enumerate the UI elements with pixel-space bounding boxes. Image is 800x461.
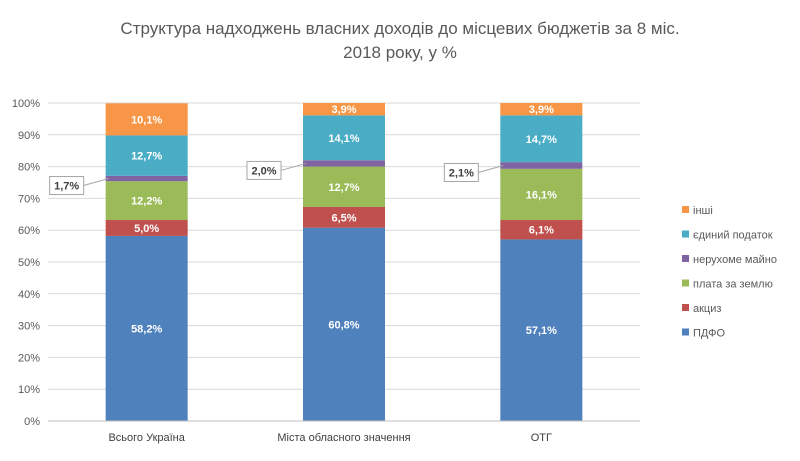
y-tick-label: 100% bbox=[12, 98, 40, 110]
legend-label: інші bbox=[693, 205, 713, 217]
bar-segment bbox=[105, 135, 188, 176]
bar-segment bbox=[500, 239, 583, 421]
data-label: 60,8% bbox=[328, 319, 359, 331]
bar-segment bbox=[105, 220, 188, 236]
bar-segment bbox=[500, 103, 583, 116]
x-category-label: Міста обласного значення bbox=[277, 432, 410, 444]
y-tick-label: 20% bbox=[18, 352, 40, 364]
bar-segment bbox=[105, 181, 188, 221]
legend-label: ПДФО bbox=[693, 328, 725, 340]
legend-swatch bbox=[682, 304, 689, 311]
data-label: 58,2% bbox=[131, 323, 162, 335]
data-label: 12,7% bbox=[131, 151, 162, 163]
bar-segment bbox=[105, 235, 188, 421]
y-tick-label: 80% bbox=[18, 162, 40, 174]
x-category-label: Всього Україна bbox=[108, 432, 185, 444]
data-label: 12,7% bbox=[328, 182, 359, 194]
data-label: 3,9% bbox=[529, 104, 554, 116]
legend-swatch bbox=[682, 279, 689, 287]
callout-box bbox=[443, 162, 479, 182]
bar-segment bbox=[500, 162, 583, 169]
data-label: 6,1% bbox=[529, 225, 554, 237]
data-labels: 58,2% 5,0% 12,2% 1,7% 12,7% 10,1% 60,8% 6,5% 12,… bbox=[49, 104, 557, 337]
data-label: 14,1% bbox=[328, 133, 359, 145]
callout-leader-line bbox=[83, 178, 109, 187]
y-tick-label: 70% bbox=[18, 193, 40, 205]
bar-segment bbox=[303, 103, 385, 116]
callout-box bbox=[49, 176, 85, 196]
legend-swatch bbox=[682, 230, 689, 238]
bar-segment bbox=[500, 220, 583, 240]
data-label: 2,0% bbox=[251, 165, 276, 177]
callout-box bbox=[246, 160, 282, 180]
data-label: 3,9% bbox=[331, 104, 356, 116]
bar-segment bbox=[303, 160, 385, 167]
legend-swatch bbox=[682, 206, 689, 213]
bar-segment bbox=[500, 168, 583, 221]
bar-segment bbox=[105, 175, 188, 182]
y-tick-label: 0% bbox=[24, 416, 40, 428]
bar-segment bbox=[303, 115, 385, 161]
bar-segment bbox=[105, 103, 188, 136]
legend: інші єдиний податок нерухоме майно плата за… bbox=[682, 205, 777, 340]
x-category-label: ОТГ bbox=[531, 432, 552, 444]
legend-swatch bbox=[682, 255, 689, 262]
chart-title-line1: Структура надходжень власних доходів до … bbox=[120, 19, 679, 38]
bar-segment bbox=[303, 206, 385, 228]
y-tick-label: 50% bbox=[18, 257, 40, 269]
data-label: 57,1% bbox=[526, 325, 557, 337]
y-tick-label: 10% bbox=[18, 384, 40, 396]
bar-segment bbox=[303, 227, 385, 421]
data-label: 1,7% bbox=[54, 181, 79, 193]
y-tick-label: 40% bbox=[18, 289, 40, 301]
axes: 0% 10% 20% 30% 40% 50% 60% 70% 80% 90% 100% Всього … bbox=[12, 98, 640, 444]
legend-label: єдиний податок bbox=[693, 230, 773, 242]
y-tick-label: 60% bbox=[18, 225, 40, 237]
data-label: 14,7% bbox=[526, 134, 557, 146]
data-label: 5,0% bbox=[134, 223, 159, 235]
callout-leader-line bbox=[280, 162, 307, 171]
chart-title-line2: 2018 року, у % bbox=[343, 43, 457, 62]
legend-label: плата за землю bbox=[693, 279, 773, 291]
legend-label: нерухоме майно bbox=[693, 254, 777, 266]
y-tick-label: 30% bbox=[18, 321, 40, 333]
y-tick-label: 90% bbox=[18, 130, 40, 142]
data-label: 2,1% bbox=[449, 167, 474, 179]
bar-segment bbox=[500, 115, 583, 163]
bars bbox=[105, 103, 583, 421]
data-label: 12,2% bbox=[131, 196, 162, 208]
legend-label: акциз bbox=[693, 303, 721, 315]
bar-segment bbox=[303, 166, 385, 207]
data-label: 16,1% bbox=[526, 189, 557, 201]
data-label: 6,5% bbox=[331, 212, 356, 224]
callout-leader-line bbox=[478, 165, 504, 173]
legend-swatch bbox=[682, 328, 689, 336]
data-label: 10,1% bbox=[131, 114, 162, 126]
